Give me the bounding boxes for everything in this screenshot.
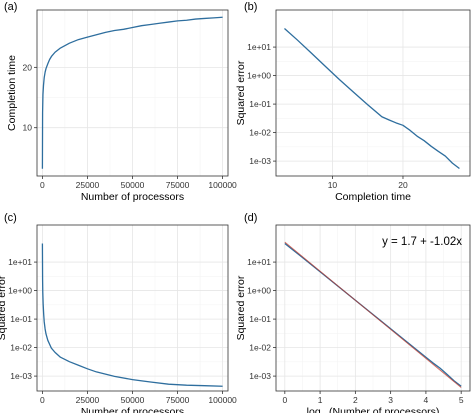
x-tick-label: 25000	[76, 395, 100, 405]
plot-area	[284, 27, 460, 170]
plot-frame	[275, 9, 471, 177]
x-tick-label: 75000	[166, 395, 190, 405]
y-axis-title: Squared error	[235, 275, 247, 340]
x-tick-label: 0	[282, 395, 287, 405]
y-tick-label: 1e+00	[8, 286, 32, 296]
y-tick-label: 1e-02	[249, 343, 271, 353]
x-axis-title-subscript: 10	[321, 411, 329, 413]
x-tick-label: 0	[40, 180, 45, 190]
y-tick-label: 10	[23, 123, 33, 133]
x-tick-label: 75000	[166, 180, 190, 190]
series-line-1	[41, 243, 223, 387]
panel-4: 0 1 2 3 4 5 1e-03 1e-02 1e-01 1e+00 1e+01 (d) log10(…	[235, 212, 471, 413]
grid-lines	[37, 225, 228, 391]
x-tick-label: 4	[424, 395, 429, 405]
y-tick-label: 1e+00	[247, 71, 271, 81]
x-tick-label: 0	[40, 395, 45, 405]
y-tick-label: 1e-01	[249, 99, 271, 109]
y-tick-label: 1e+01	[247, 257, 271, 267]
panel-3: 0 25000 50000 75000 100000 1e-03 1e-02 1e-01 1e+…	[0, 212, 237, 413]
y-tick-label: 1e+01	[8, 257, 32, 267]
x-tick-label: 100000	[208, 180, 237, 190]
grid-lines	[276, 225, 470, 391]
y-tick-label: 1e-02	[249, 128, 271, 138]
panel-1: 0 25000 50000 75000 100000 10 20 (a) Number of p…	[4, 1, 237, 203]
y-tick-label: 1e+00	[247, 286, 271, 296]
y-axis-title: Squared error	[0, 275, 8, 340]
y-tick-label: 1e+01	[247, 42, 271, 52]
x-tick-label: 20	[398, 180, 408, 190]
y-tick-label: 1e-03	[249, 156, 271, 166]
plot-frame	[275, 224, 471, 392]
x-tick-label: 50000	[121, 395, 145, 405]
y-axis-title: Completion time	[6, 55, 18, 131]
x-axis-title: Completion time	[335, 191, 411, 203]
plot-area	[41, 16, 223, 169]
series-line-1	[284, 27, 460, 170]
x-tick-label: 1	[318, 395, 323, 405]
x-tick-label: 5	[459, 395, 464, 405]
y-axis-title: Squared error	[235, 60, 247, 125]
y-tick-label: 1e-03	[10, 371, 32, 381]
grid-lines	[37, 10, 228, 176]
x-axis-title: Number of processors	[81, 406, 184, 413]
x-tick-label: 25000	[76, 180, 100, 190]
panel-label: (b)	[244, 1, 257, 13]
plot-area	[41, 243, 223, 387]
x-tick-label: 100000	[208, 395, 237, 405]
x-axis-title: log10(Number of processors)	[307, 406, 440, 413]
x-axis-title-suffix: (Number of processors)	[329, 406, 439, 413]
panel-label: (d)	[244, 212, 257, 224]
grid-lines	[276, 10, 470, 176]
x-tick-label: 50000	[121, 180, 145, 190]
plot-area	[284, 241, 462, 388]
y-tick-label: 1e-01	[10, 314, 32, 324]
x-tick-label: 3	[388, 395, 393, 405]
x-axis-title-prefix: log	[307, 406, 321, 413]
fit-equation: y = 1.7 + -1.02x	[382, 236, 462, 248]
x-axis-title: Number of processors	[81, 191, 184, 203]
x-tick-label: 2	[353, 395, 358, 405]
fit-line	[284, 241, 462, 388]
y-tick-label: 20	[23, 62, 33, 72]
panel-label: (c)	[4, 212, 17, 224]
panel-label: (a)	[4, 1, 17, 13]
panel-2: 10 20 1e-03 1e-02 1e-01 1e+00 1e+01 (b) Completi…	[235, 1, 471, 203]
y-tick-label: 1e-02	[10, 343, 32, 353]
x-tick-label: 10	[328, 180, 338, 190]
series-line-1	[41, 16, 223, 169]
y-tick-label: 1e-03	[249, 371, 271, 381]
y-tick-label: 1e-01	[249, 314, 271, 324]
